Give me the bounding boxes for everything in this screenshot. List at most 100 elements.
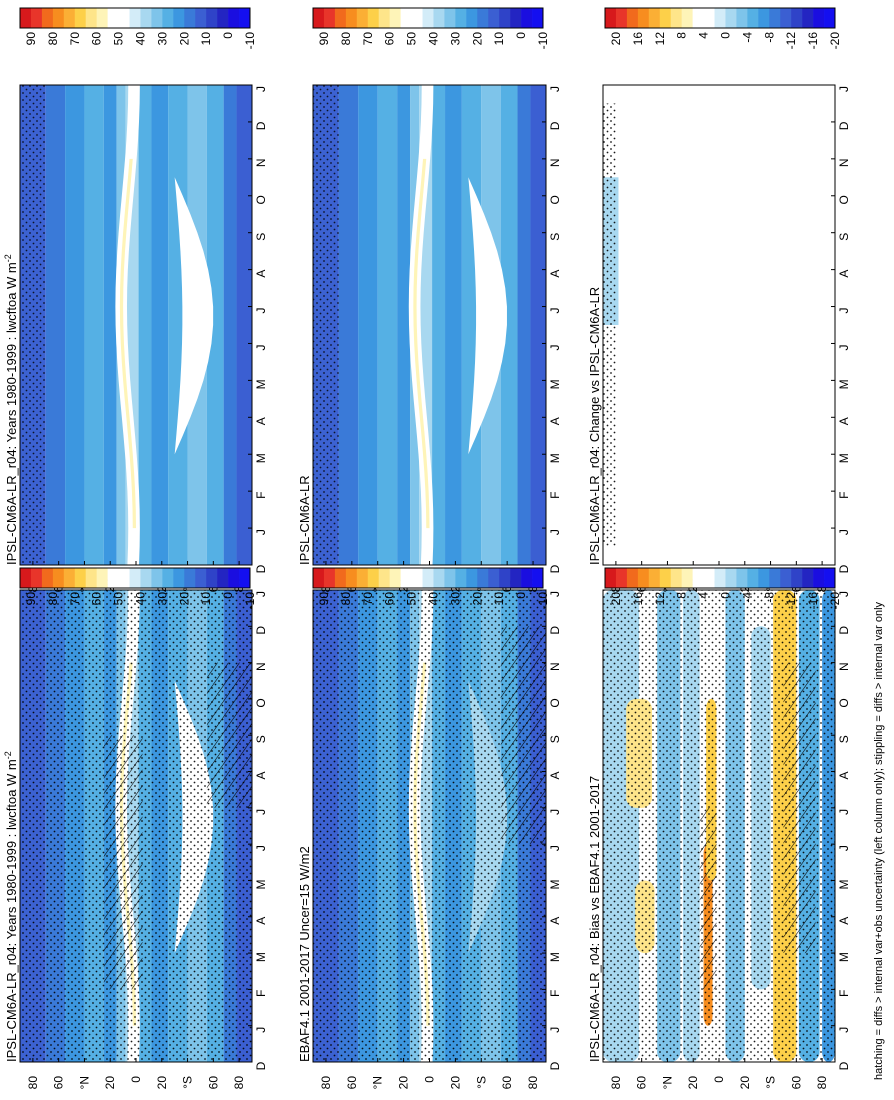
colorbar-5-swatch-20: [824, 8, 836, 28]
panel-0: [20, 590, 252, 1062]
panel-1-itcz-core: [119, 158, 136, 529]
panel-1-band-11: [206, 85, 224, 565]
panel-0-month-label-8: A: [254, 772, 268, 780]
colorbar-5-swatch-10: [714, 8, 726, 28]
panel-2-lat-label-3: 20: [397, 1076, 411, 1090]
panel-1-band-1: [45, 85, 66, 565]
panel-0-lat-label-2: °N: [77, 1076, 91, 1089]
panel-1-month-label-2: F: [254, 491, 268, 498]
colorbar-2-swatch-14: [466, 568, 478, 588]
panel-0-hatching: [206, 662, 252, 808]
colorbar-2: 90 80 70 60 50 40 30 20 10 0 -10: [312, 567, 550, 609]
colorbar-4-swatch-18: [802, 568, 814, 588]
panel-2-month-label-5: M: [548, 879, 562, 889]
panel-3-month-label-1: J: [548, 529, 562, 535]
colorbar-2-swatch-17: [499, 568, 511, 588]
panel-3-title-text: IPSL-CM6A-LR: [297, 475, 312, 565]
panel-3-month-label-8: A: [548, 270, 562, 278]
colorbar-3: 90 80 70 60 50 40 30 20 10 0 -10: [312, 7, 550, 49]
panel-1-month-label-5: M: [254, 379, 268, 389]
panel-3-month-label-2: F: [548, 491, 562, 498]
panel-4-month-label-7: J: [837, 809, 851, 815]
panel-4-lat-label-0: 80: [609, 1076, 623, 1090]
colorbar-1-label-1: 80: [46, 32, 60, 46]
colorbar-4-swatch-17: [791, 568, 803, 588]
panel-2-hatching: [500, 626, 546, 845]
panel-4-title-text: IPSL-CM6A-LR_r04: Bias vs EBAF4.1 2001-2…: [587, 776, 602, 1062]
colorbar-0-swatch-10: [129, 568, 141, 588]
colorbar-3-swatch-9: [411, 8, 423, 28]
panel-1-month-label-0: D: [254, 564, 268, 573]
panel-3-band-8: [445, 85, 462, 565]
colorbar-1-swatch-1: [30, 8, 43, 28]
colorbar-3-swatch-11: [433, 8, 445, 28]
colorbar-1-label-6: 30: [155, 32, 169, 46]
colorbar-3-label-2: 70: [361, 32, 375, 46]
colorbar-5-label-10: -20: [828, 32, 842, 50]
panel-4-hatching-south: [783, 662, 816, 954]
panel-3-month-label-0: D: [548, 564, 562, 573]
colorbar-3-swatch-3: [345, 8, 358, 28]
colorbar-1-swatch-8: [107, 8, 119, 28]
panel-0-title-text: IPSL-CM6A-LR_r04: Years 1980-1999 : lwcf…: [4, 759, 19, 1062]
colorbar-5-swatch-17: [791, 8, 803, 28]
colorbar-5-swatch-11: [725, 8, 737, 28]
colorbar-1-frame: [19, 7, 251, 29]
panel-2-lat-label-7: 60: [500, 1076, 514, 1090]
panel-4-month-label-1: J: [837, 1027, 851, 1033]
colorbar-4-swatch-14: [758, 568, 770, 588]
panel-5-month-label-4: A: [837, 417, 851, 425]
colorbar-2-swatch-19: [521, 568, 533, 588]
panel-0-month-label-13: J: [254, 591, 268, 597]
colorbar-2-swatch-16: [488, 568, 500, 588]
colorbar-4-swatch-9: [703, 568, 715, 588]
panel-1-month-label-7: J: [254, 308, 268, 314]
colorbar-5-label-4: 4: [697, 32, 711, 39]
colorbar-3-swatch-10: [422, 8, 434, 28]
panel-2-lat-label-4: 0: [423, 1076, 437, 1083]
panel-4-month-label-12: D: [837, 626, 851, 635]
colorbar-1-swatch-11: [140, 8, 152, 28]
panel-1-title-text: IPSL-CM6A-LR_r04: Years 1980-1999 : lwcf…: [4, 262, 19, 565]
panel-5: [603, 85, 835, 565]
panel-2-lat-label-5: 20: [448, 1076, 462, 1090]
panel-0-month-label-3: M: [254, 952, 268, 962]
colorbar-4-swatch-8: [692, 568, 704, 588]
colorbar-3-label-6: 30: [448, 32, 462, 46]
colorbar-0: 90 80 70 60 50 40 30 20 10 0 -10: [19, 567, 257, 609]
panel-0-month-label-1: J: [254, 1027, 268, 1033]
colorbar-1-label-4: 50: [112, 32, 126, 46]
colorbar-0-swatch-20: [239, 568, 251, 588]
panel-1-band-13: [236, 85, 252, 565]
panel-2-month-label-1: J: [548, 1027, 562, 1033]
colorbar-0-label-2: 70: [68, 592, 82, 606]
panel-4-month-label-4: A: [837, 917, 851, 925]
panel-2-month-label-3: M: [548, 952, 562, 962]
colorbar-0-swatch-14: [173, 568, 185, 588]
colorbar-0-label-7: 20: [177, 592, 191, 606]
panel-3-band-3: [377, 85, 398, 565]
colorbar-3-swatch-13: [455, 8, 467, 28]
colorbar-5-swatch-5: [659, 8, 672, 28]
panel-0-month-label-7: J: [254, 809, 268, 815]
colorbar-1-swatch-0: [20, 8, 32, 28]
panel-2-title: EBAF4.1 2001-2017 Uncer=15 W/m2: [297, 846, 312, 1062]
colorbar-2-swatch-4: [356, 568, 369, 588]
panel-4-month-label-13: J: [837, 591, 851, 597]
colorbar-4-label-5: 0: [718, 592, 732, 599]
colorbar-5-swatch-15: [769, 8, 781, 28]
panel-1-title: IPSL-CM6A-LR_r04: Years 1980-1999 : lwcf…: [3, 254, 19, 565]
panel-2-month-label-6: J: [548, 845, 562, 851]
colorbar-4-swatch-13: [747, 568, 759, 588]
panel-5-month-label-6: J: [837, 344, 851, 350]
colorbar-4-swatch-16: [780, 568, 792, 588]
colorbar-4-label-10: -20: [828, 592, 842, 610]
colorbar-1-label-2: 70: [68, 32, 82, 46]
colorbar-0-swatch-0: [20, 568, 32, 588]
panel-1-month-label-4: A: [254, 417, 268, 425]
panel-2-lat-label-8: 80: [526, 1076, 540, 1090]
panel-4-month-label-0: D: [837, 1061, 851, 1070]
colorbar-1-label-10: -10: [243, 32, 257, 50]
colorbar-0-swatch-15: [184, 568, 196, 588]
panel-2-month-label-11: N: [548, 662, 562, 671]
